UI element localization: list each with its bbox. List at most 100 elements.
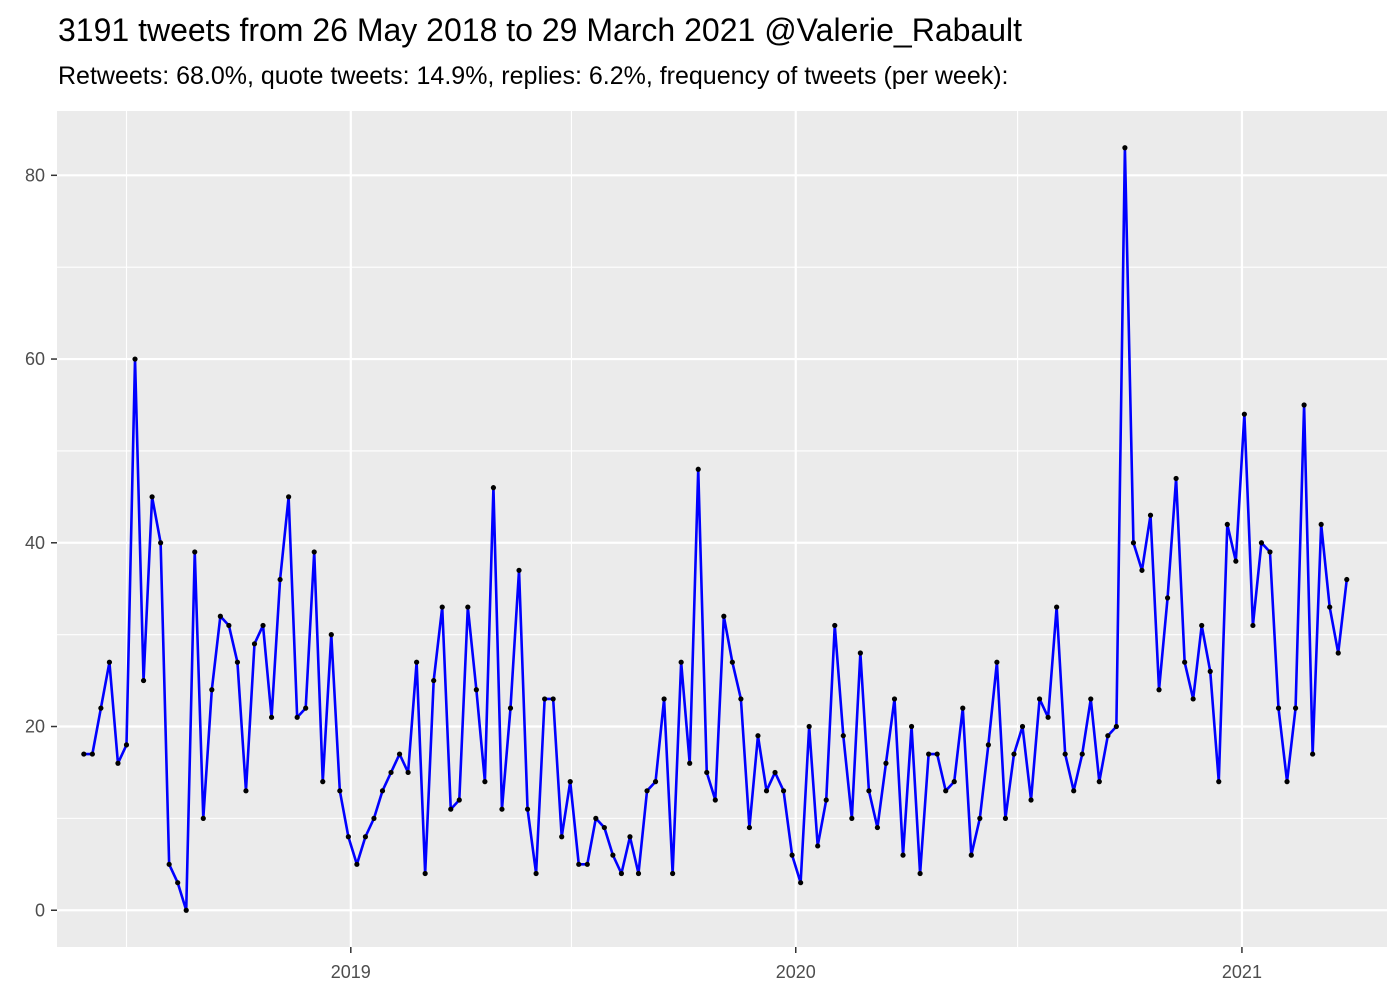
data-point — [465, 604, 471, 610]
data-point — [1105, 733, 1111, 739]
data-point — [1028, 797, 1034, 803]
data-point — [200, 815, 206, 821]
data-point — [1096, 779, 1102, 785]
data-point — [328, 632, 334, 638]
data-point — [1036, 696, 1043, 702]
chart-title: 3191 tweets from 26 May 2018 to 29 March… — [58, 12, 1022, 48]
data-point — [1327, 604, 1333, 610]
data-point — [644, 788, 650, 794]
data-point — [1318, 521, 1324, 528]
data-point — [866, 788, 872, 794]
data-point — [123, 742, 130, 748]
data-point — [951, 779, 957, 785]
data-point — [431, 677, 437, 684]
data-point — [448, 806, 454, 812]
data-point — [908, 723, 915, 730]
data-point — [1173, 475, 1179, 482]
data-point — [704, 769, 710, 776]
data-point — [968, 852, 974, 858]
data-point — [1233, 558, 1239, 564]
data-point — [516, 567, 522, 573]
data-point — [1182, 659, 1188, 665]
y-tick-label: 20 — [25, 717, 45, 737]
data-point — [687, 760, 693, 766]
data-point — [815, 843, 821, 849]
data-point — [985, 742, 991, 748]
data-point — [695, 466, 701, 472]
data-point — [1019, 723, 1026, 730]
data-point — [1011, 751, 1017, 757]
data-point — [1275, 705, 1282, 711]
data-point — [746, 824, 753, 831]
data-point — [499, 806, 505, 812]
data-point — [1002, 815, 1009, 821]
data-point — [396, 751, 403, 757]
data-point — [1344, 576, 1350, 583]
data-point — [166, 861, 172, 867]
data-point — [1335, 650, 1341, 656]
data-point — [524, 806, 531, 812]
data-point — [226, 622, 232, 629]
data-point — [132, 356, 138, 362]
data-point — [994, 659, 1000, 665]
data-point — [1147, 512, 1154, 518]
data-point — [1216, 779, 1222, 785]
data-point — [1113, 723, 1119, 730]
major-gridlines — [57, 111, 1387, 947]
data-point — [1122, 145, 1128, 151]
data-point — [960, 705, 966, 711]
data-point — [1071, 788, 1077, 794]
data-point — [1292, 705, 1299, 711]
data-point — [635, 870, 642, 877]
data-point — [456, 797, 462, 803]
data-point — [1310, 751, 1316, 757]
data-point — [584, 861, 590, 867]
data-point — [533, 870, 539, 877]
data-point — [772, 769, 778, 776]
data-point — [1284, 779, 1290, 785]
data-point — [755, 733, 761, 739]
axes: 0 20 40 60 80 2019 2020 2021 — [25, 165, 1262, 982]
data-point — [542, 696, 548, 702]
data-point — [379, 788, 386, 794]
data-point — [175, 880, 181, 886]
data-point — [217, 613, 223, 619]
data-point — [1190, 696, 1196, 702]
x-tick-label: 2021 — [1222, 962, 1262, 982]
minor-gridlines — [57, 111, 1387, 947]
data-point — [388, 769, 394, 776]
data-point — [354, 861, 360, 867]
data-point — [652, 779, 659, 785]
data-point — [362, 834, 369, 840]
data-point — [106, 659, 113, 665]
data-point — [439, 604, 445, 610]
data-point — [943, 788, 949, 794]
chart-subtitle: Retweets: 68.0%, quote tweets: 14.9%, re… — [58, 62, 1009, 90]
data-point — [849, 815, 855, 821]
data-point — [977, 815, 983, 821]
data-point — [926, 751, 932, 757]
data-point — [1079, 751, 1085, 757]
data-point — [234, 659, 241, 665]
data-point — [610, 852, 616, 858]
data-point — [874, 824, 881, 831]
data-point — [1156, 687, 1162, 693]
data-point — [183, 907, 189, 913]
data-point — [576, 861, 582, 867]
data-point — [738, 696, 744, 702]
data-point — [422, 870, 428, 877]
series-layer — [81, 145, 1350, 913]
y-tick-label: 60 — [25, 349, 45, 369]
data-point — [1267, 549, 1273, 555]
data-point — [251, 641, 258, 647]
data-point — [1130, 540, 1137, 546]
data-point — [337, 788, 343, 794]
data-point — [243, 788, 249, 794]
data-point — [320, 779, 326, 785]
data-point — [857, 650, 863, 656]
data-point — [618, 870, 625, 877]
data-point — [192, 549, 198, 555]
data-point — [891, 696, 898, 702]
data-point — [883, 760, 889, 766]
data-point — [414, 659, 420, 665]
